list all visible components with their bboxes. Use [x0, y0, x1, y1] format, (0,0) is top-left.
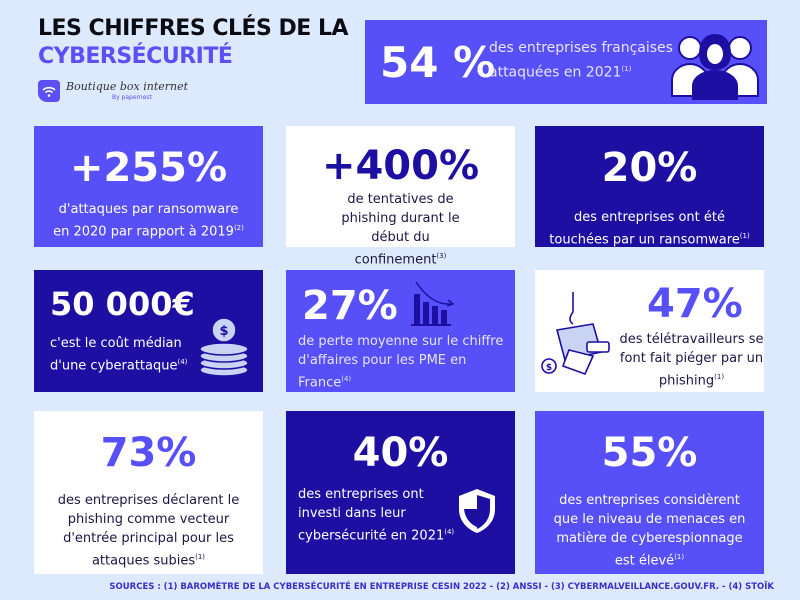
stat-text: d'attaques par ransomware en 2020 par ra… — [53, 202, 244, 240]
stat-value: 47% — [647, 281, 743, 327]
svg-text:$: $ — [219, 324, 228, 339]
stat-text: des entreprises ont investi dans leur cy… — [298, 487, 455, 544]
stat-card-47: 47% des télétravailleurs se font fait pi… — [535, 270, 764, 392]
stat-value: 50 000€ — [50, 285, 195, 323]
stat-text: c'est le coût médian d'une cyberattaque(… — [50, 336, 188, 374]
stat-value: 55% — [601, 430, 698, 476]
declining-chart-icon — [411, 281, 455, 326]
stat-text: de perte moyenne sur le chiffre d'affair… — [298, 334, 504, 391]
stat-text: des entreprises ont été touchées par un … — [549, 210, 750, 248]
stat-text: des entreprises françaises attaquées en … — [489, 40, 673, 81]
stat-card-55: 55% des entreprises considèrent que le n… — [535, 411, 764, 574]
brand-name: Boutique box internet — [66, 80, 189, 93]
stat-card-255: +255% d'attaques par ransomware en 2020 … — [34, 126, 263, 247]
stat-card-27: 27% de perte moyenne sur le chiffre d'af… — [286, 270, 515, 392]
stat-text: des entreprises déclarent le phishing co… — [57, 493, 240, 569]
stat-card-400: +400% de tentatives de phishing durant l… — [286, 126, 515, 267]
stat-value: 73% — [100, 430, 197, 476]
stat-value: 27% — [302, 283, 398, 329]
phishing-hook-icon: $ — [541, 292, 610, 376]
wifi-logo-icon — [38, 80, 60, 102]
stat-value: 54 % — [380, 38, 496, 87]
brand-sub: By papernest — [112, 94, 152, 101]
coins-icon: $ — [199, 317, 249, 377]
stat-value: 20% — [601, 145, 698, 191]
shield-icon — [459, 489, 495, 533]
stat-text: des entreprises considèrent que le nivea… — [553, 493, 746, 569]
stat-card-54: 54 % des entreprises françaises attaquée… — [365, 20, 767, 104]
page-subtitle: CYBERSÉCURITÉ — [38, 44, 233, 69]
stat-card-50000: 50 000€ c'est le coût médian d'une cyber… — [34, 270, 263, 392]
stat-text: des télétravailleurs se font fait piéger… — [619, 332, 764, 389]
stat-card-40: 40% des entreprises ont investi dans leu… — [286, 411, 515, 574]
stat-text: de tentatives de phishing durant le débu… — [341, 192, 460, 268]
stat-card-20: 20% des entreprises ont été touchées par… — [535, 126, 764, 247]
sources-footnote: SOURCES : (1) BAROMÈTRE DE LA CYBERSÉCUR… — [109, 582, 774, 592]
stat-value: +400% — [321, 143, 480, 189]
people-icon — [671, 34, 759, 100]
stat-card-73: 73% des entreprises déclarent le phishin… — [34, 411, 263, 574]
page-title: LES CHIFFRES CLÉS DE LA — [38, 16, 349, 41]
svg-text:$: $ — [546, 363, 552, 373]
stat-value: 40% — [352, 430, 449, 476]
stat-value: +255% — [69, 145, 228, 191]
